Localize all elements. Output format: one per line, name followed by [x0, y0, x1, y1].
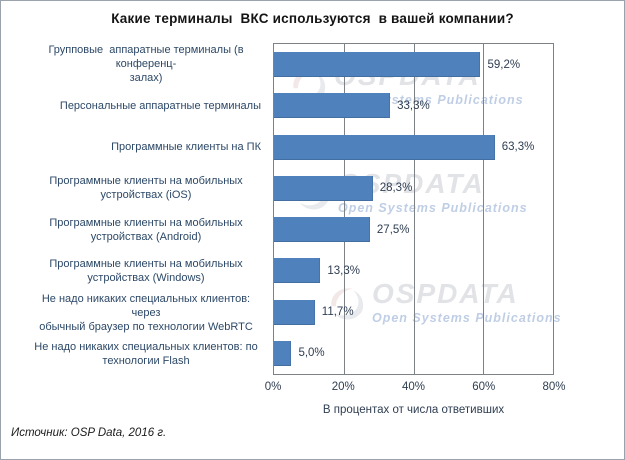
category-label: Не надо никаких специальных клиентов: по…	[34, 341, 258, 368]
bar-row: 5,0%	[274, 333, 553, 374]
bar-value-label: 28,3%	[379, 182, 413, 195]
bar-value-label: 11,7%	[321, 306, 354, 319]
category-label: Персональные аппаратные терминалы	[59, 99, 261, 112]
gridline	[413, 44, 415, 374]
gridline	[343, 44, 345, 374]
plot-area: 59,2% 33,3% 63,3% 28,3% 27,5% 13,3% 11,7% 5,0%	[273, 43, 554, 375]
bar	[274, 340, 292, 366]
category-label: Не надо никаких специальных клиентов: че…	[39, 292, 253, 333]
category-label: Программные клиенты на мобильных устройс…	[49, 257, 243, 284]
source-note: Источник: OSP Data, 2016 г.	[11, 427, 167, 439]
category-label: Программные клиенты на мобильных устройс…	[49, 175, 243, 202]
bar	[274, 134, 495, 160]
bar	[274, 52, 481, 78]
x-tick-label: 80%	[542, 381, 566, 393]
bar	[274, 175, 373, 201]
bar	[274, 299, 315, 325]
bar-value-label: 63,3%	[501, 141, 535, 154]
category-label: Групповые аппаратные терминалы (в конфер…	[48, 44, 244, 84]
bar	[274, 258, 321, 284]
bar-value-label: 27,5%	[376, 223, 410, 236]
gridline	[483, 44, 485, 374]
x-tick-label: 60%	[472, 381, 496, 393]
bar-row: 63,3%	[274, 127, 553, 168]
category-label: Программные клиенты на ПК	[111, 140, 261, 153]
bar-value-label: 5,0%	[298, 347, 325, 360]
x-tick-label: 20%	[331, 381, 355, 393]
bar-row: 28,3%	[274, 168, 553, 209]
x-tick-label: 0%	[264, 381, 282, 393]
bar-row: 11,7%	[274, 292, 553, 333]
bar-row: 33,3%	[274, 85, 553, 126]
bar-value-label: 13,3%	[327, 264, 360, 277]
bar-value-label: 59,2%	[487, 58, 521, 71]
x-axis-label: В процентах от числа ответивших	[322, 404, 505, 416]
bar-row: 27,5%	[274, 209, 553, 250]
chart-title: Какие терминалы ВКС используются в вашей…	[111, 11, 514, 26]
bar	[274, 217, 370, 243]
bar-value-label: 33,3%	[397, 99, 430, 112]
x-axis-ticks: 0% 20% 40% 60% 80%	[265, 381, 566, 396]
bar-row: 13,3%	[274, 250, 553, 291]
category-labels: Групповые аппаратные терминалы (в конфер…	[5, 43, 269, 375]
bar-row: 59,2%	[274, 44, 553, 85]
category-label: Программные клиенты на мобильных устройс…	[49, 216, 243, 243]
bar	[274, 93, 391, 119]
x-tick-label: 40%	[401, 381, 426, 393]
